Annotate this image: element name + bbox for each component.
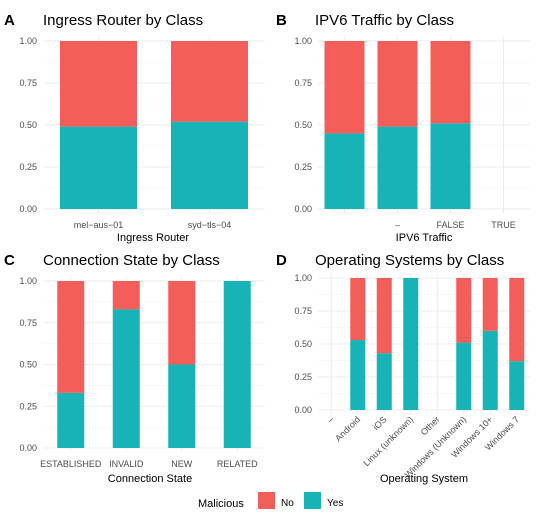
panel-c: C Connection State by Class 0.00 0.25 0.50… bbox=[4, 252, 265, 485]
panel-title: Connection State by Class bbox=[43, 252, 220, 269]
bar-no bbox=[57, 281, 85, 393]
bar-yes bbox=[509, 361, 525, 410]
panel-title: IPV6 Traffic by Class bbox=[315, 12, 454, 29]
x-axis-title: Operating System bbox=[380, 473, 468, 485]
y-tick-label: 0.50 bbox=[294, 339, 312, 349]
bar-no bbox=[60, 41, 137, 127]
bar-yes bbox=[376, 353, 392, 410]
panel-letter: D bbox=[276, 252, 287, 269]
y-tick-label: 0.50 bbox=[294, 120, 312, 130]
bar-no bbox=[171, 41, 248, 122]
x-tick-label: mel−aus−01 bbox=[74, 220, 124, 230]
bar-no bbox=[456, 278, 472, 343]
x-axis-title: Ingress Router bbox=[117, 232, 189, 244]
x-axis-title: IPV6 Traffic bbox=[396, 232, 453, 244]
legend-swatch-yes bbox=[304, 492, 321, 509]
y-tick-label: 0.75 bbox=[294, 306, 312, 316]
panel-d: D Operating Systems by Class 0.00 0.25 0.5… bbox=[276, 252, 530, 485]
bar-no bbox=[168, 281, 196, 365]
bar-yes bbox=[168, 364, 196, 448]
bar-yes bbox=[112, 309, 140, 448]
y-tick-label: 0.00 bbox=[294, 204, 312, 214]
x-tick-label: Other bbox=[419, 414, 442, 437]
x-tick-label: iOS bbox=[371, 414, 389, 432]
x-tick-label: – bbox=[395, 220, 400, 230]
y-tick-label: 0.25 bbox=[294, 162, 312, 172]
bar-no bbox=[376, 278, 392, 354]
x-tick-label: syd−tls−04 bbox=[188, 220, 232, 230]
legend-swatch-no bbox=[258, 492, 275, 509]
y-tick-label: 0.00 bbox=[19, 443, 37, 453]
x-tick-label: INVALID bbox=[109, 459, 144, 469]
bar-yes bbox=[324, 133, 365, 209]
legend: Malicious No Yes bbox=[198, 492, 343, 510]
bar-yes bbox=[60, 126, 137, 209]
x-tick-label: TRUE bbox=[491, 220, 516, 230]
y-tick-label: 0.00 bbox=[294, 405, 312, 415]
bar-no bbox=[509, 278, 525, 362]
panel-letter: B bbox=[276, 12, 287, 29]
y-tick-label: 1.00 bbox=[294, 36, 312, 46]
bar-no bbox=[350, 278, 366, 341]
bar-yes bbox=[430, 123, 471, 209]
bar-yes bbox=[456, 342, 472, 410]
bar-no bbox=[377, 41, 418, 127]
legend-label-no: No bbox=[281, 498, 294, 509]
bar-yes bbox=[403, 278, 419, 410]
bar-yes bbox=[350, 340, 366, 410]
x-tick-label: NEW bbox=[171, 459, 193, 469]
y-tick-label: 0.75 bbox=[294, 78, 312, 88]
bar-yes bbox=[377, 126, 418, 209]
bar-yes bbox=[171, 121, 248, 209]
x-tick-label: Android bbox=[333, 414, 362, 443]
bar-no bbox=[482, 278, 498, 331]
x-tick-label: Linux (unknown) bbox=[361, 414, 415, 468]
panel-letter: C bbox=[4, 252, 15, 269]
x-tick-label: – bbox=[325, 414, 336, 425]
y-tick-label: 0.50 bbox=[19, 360, 37, 370]
panel-title: Operating Systems by Class bbox=[315, 252, 504, 269]
bar-yes bbox=[223, 281, 251, 448]
x-tick-label: ESTABLISHED bbox=[40, 459, 102, 469]
y-tick-label: 1.00 bbox=[19, 276, 37, 286]
y-tick-label: 0.75 bbox=[19, 318, 37, 328]
x-tick-label: FALSE bbox=[436, 220, 464, 230]
bar-yes bbox=[57, 392, 85, 448]
y-tick-label: 0.50 bbox=[19, 120, 37, 130]
bar-no bbox=[112, 281, 140, 310]
y-tick-label: 0.25 bbox=[294, 372, 312, 382]
y-tick-label: 0.25 bbox=[19, 162, 37, 172]
bar-no bbox=[324, 41, 365, 134]
y-tick-label: 0.25 bbox=[19, 401, 37, 411]
plot-area: 0.00 0.25 0.50 0.75 1.00 mel−aus−01 syd−tls−04 bbox=[19, 36, 265, 230]
x-tick-label: RELATED bbox=[217, 459, 258, 469]
legend-title: Malicious bbox=[198, 498, 244, 510]
plot-area: 0.00 0.25 0.50 0.75 1.00 – FALSE TRUE bbox=[294, 36, 530, 230]
y-tick-label: 1.00 bbox=[294, 273, 312, 283]
x-axis-title: Connection State bbox=[108, 473, 192, 485]
panel-letter: A bbox=[4, 12, 15, 29]
plot-area: 0.00 0.25 0.50 0.75 1.00 ESTABLISHED INVALID NE… bbox=[19, 276, 265, 469]
bar-yes bbox=[482, 330, 498, 410]
bar-no bbox=[430, 41, 471, 124]
panel-a: A Ingress Router by Class 0.000.250.500.… bbox=[4, 12, 265, 244]
legend-label-yes: Yes bbox=[327, 498, 343, 509]
y-tick-label: 1.00 bbox=[19, 36, 37, 46]
y-tick-label: 0.75 bbox=[19, 78, 37, 88]
panel-b: B IPV6 Traffic by Class 0.00 0.25 0.50 0.75… bbox=[276, 12, 530, 244]
y-tick-label: 0.00 bbox=[19, 204, 37, 214]
panel-title: Ingress Router by Class bbox=[43, 12, 203, 29]
